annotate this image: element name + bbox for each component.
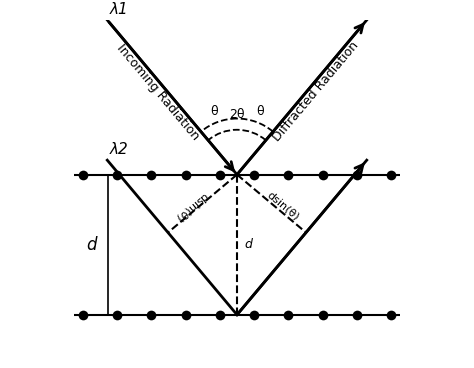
Text: θ: θ (256, 105, 264, 118)
Text: d: d (244, 238, 252, 251)
Text: θ: θ (210, 105, 218, 118)
Text: Incoming Radiation: Incoming Radiation (114, 41, 202, 142)
Text: λ2: λ2 (110, 142, 129, 158)
Text: Diffracted Radiation: Diffracted Radiation (270, 39, 361, 144)
Text: d: d (86, 236, 97, 254)
Text: 2θ: 2θ (229, 108, 245, 121)
Text: dsin(θ): dsin(θ) (264, 190, 301, 223)
Text: dsin(θ): dsin(θ) (173, 190, 210, 223)
Text: λ1: λ1 (110, 2, 129, 17)
